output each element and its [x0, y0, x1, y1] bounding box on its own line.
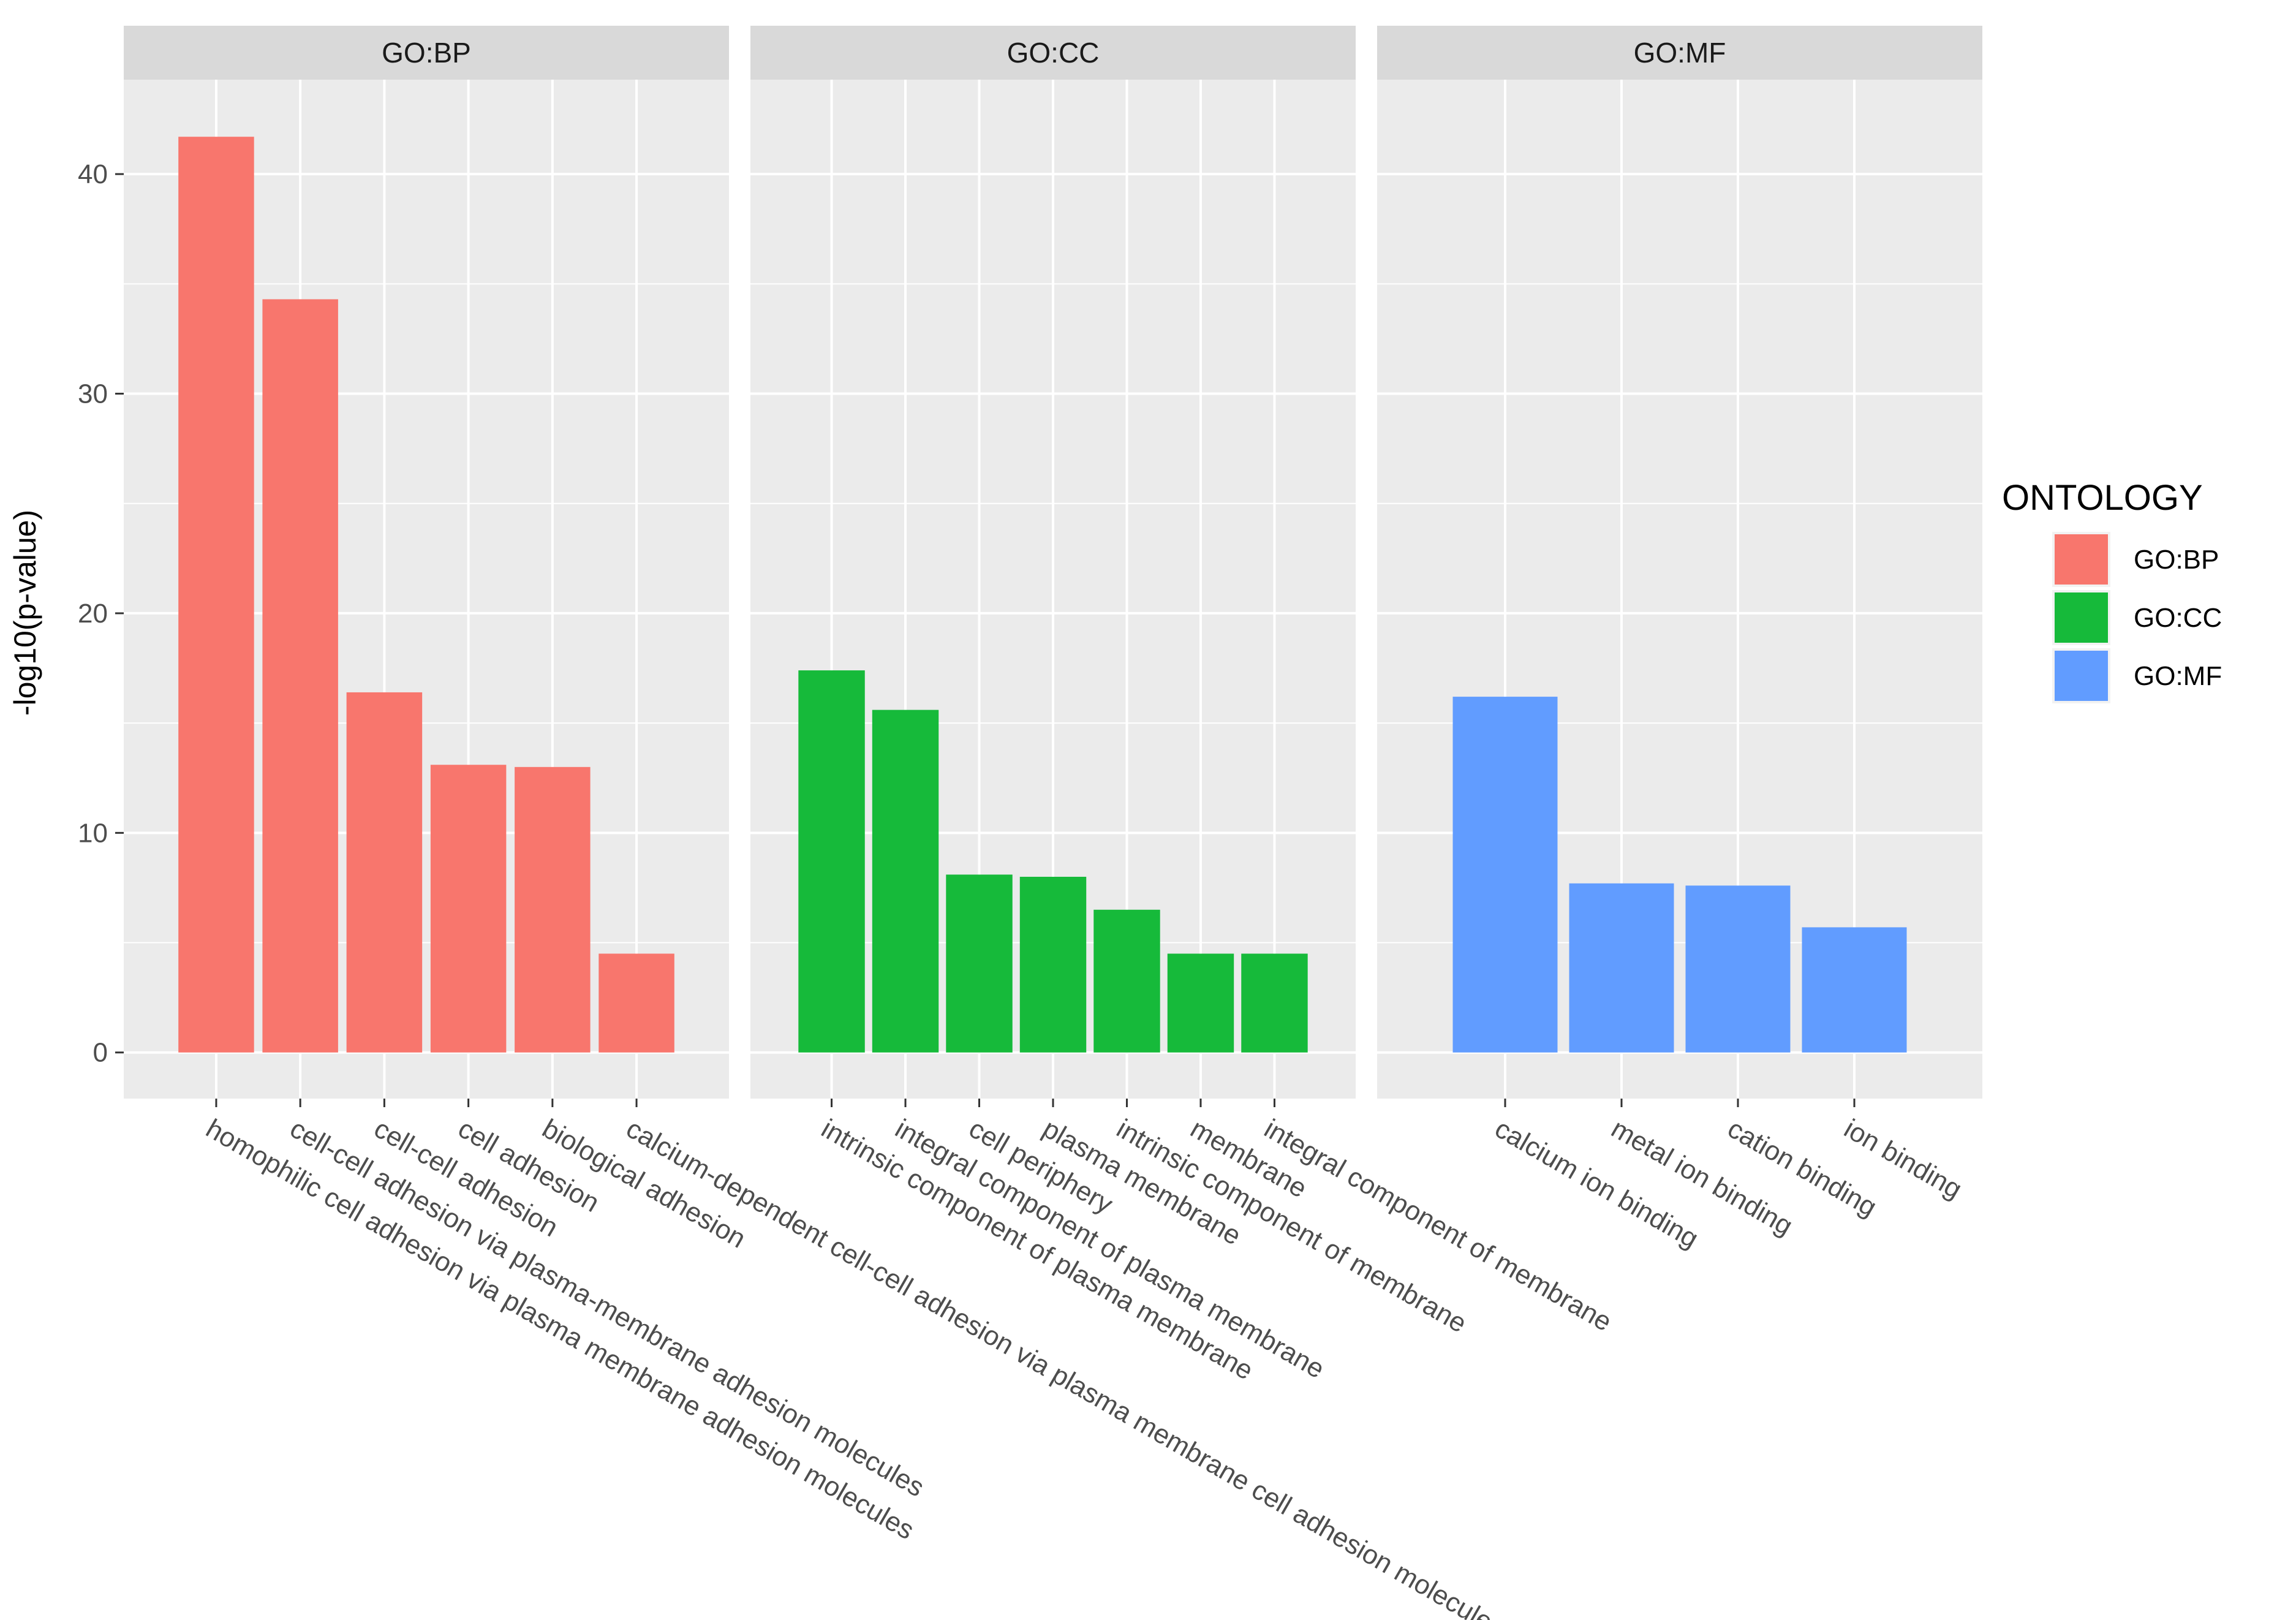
bar-gomf-3: [1685, 885, 1791, 1053]
bar-gocc-7: [1241, 953, 1308, 1053]
bar-gocc-3: [946, 874, 1013, 1053]
y-axis: 0 10 20 30 40: [78, 159, 124, 1068]
legend: ONTOLOGY GO:BP GO:CC GO:MF: [2002, 478, 2222, 703]
facet-strip: [124, 26, 729, 80]
y-tick-label: 30: [78, 379, 108, 409]
y-tick-label: 0: [93, 1038, 108, 1068]
facet-strip: [750, 26, 1356, 80]
legend-key-gobp: [2055, 534, 2108, 585]
facet-panel-gomf: GO:MF: [1377, 26, 1982, 1099]
facet-panel-gocc: GO:CC: [750, 26, 1356, 1099]
bar-gocc-4: [1019, 877, 1087, 1053]
legend-label: GO:BP: [2134, 545, 2219, 575]
facet-strip-label: GO:CC: [1007, 37, 1100, 69]
bar-gobp-3: [346, 692, 423, 1053]
bar-gocc-1: [798, 670, 865, 1053]
facet-strip: [1377, 26, 1982, 80]
bar-gobp-5: [515, 766, 591, 1053]
legend-label: GO:CC: [2134, 603, 2222, 633]
bar-gobp-1: [178, 137, 254, 1053]
facet-panels: GO:BP GO:CC GO:MF: [124, 26, 1982, 1099]
y-tick-label: 40: [78, 159, 108, 189]
y-tick-label: 20: [78, 599, 108, 629]
legend-label: GO:MF: [2134, 661, 2222, 691]
bar-gocc-2: [872, 710, 939, 1053]
bar-gobp-4: [430, 765, 507, 1053]
facet-panel-gobp: GO:BP: [124, 26, 729, 1099]
bar-gomf-2: [1569, 883, 1674, 1053]
facet-strip-label: GO:MF: [1634, 37, 1726, 69]
bar-gocc-5: [1093, 909, 1160, 1053]
bar-gobp-2: [262, 299, 338, 1053]
legend-key-gocc: [2055, 592, 2108, 643]
legend-title: ONTOLOGY: [2002, 478, 2203, 518]
bar-gomf-1: [1452, 697, 1558, 1053]
bar-gocc-6: [1167, 953, 1234, 1053]
facet-strip-label: GO:BP: [382, 37, 471, 69]
y-tick-label: 10: [78, 818, 108, 848]
bar-gobp-6: [599, 953, 674, 1053]
y-axis-title: -log10(p-value): [8, 510, 42, 716]
legend-key-gomf: [2055, 651, 2108, 701]
bar-gomf-4: [1802, 927, 1907, 1053]
